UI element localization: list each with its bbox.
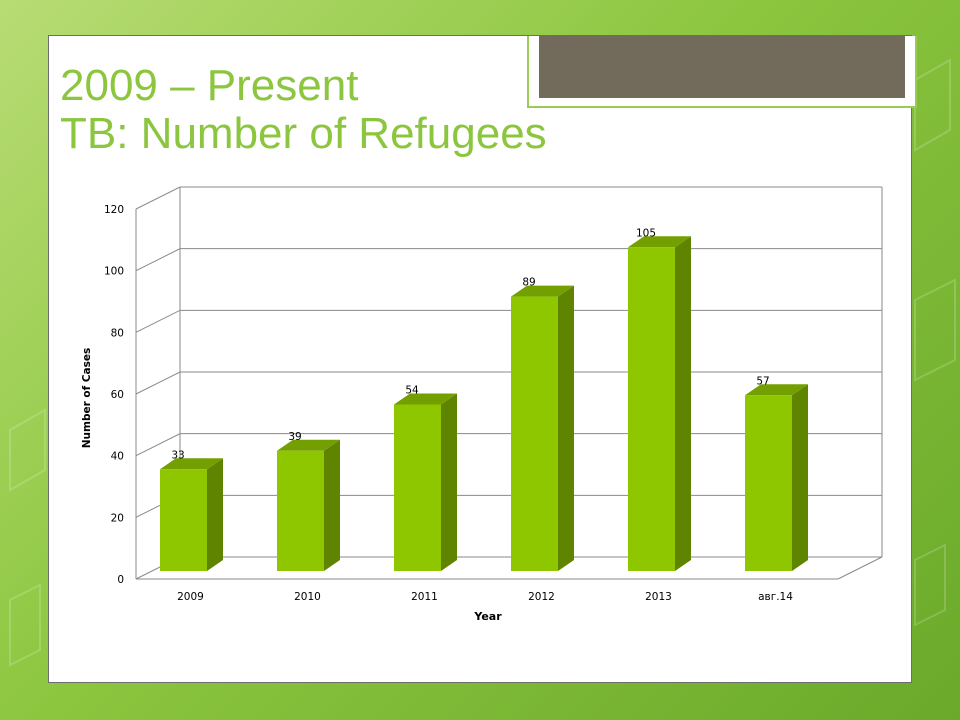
y-tick-label: 20 [111,512,124,524]
y-axis-title: Number of Cases [81,348,93,449]
data-label: 89 [522,277,535,289]
bar-top [277,439,340,451]
x-tick-label: 2013 [645,591,672,603]
bar-top [160,458,223,470]
bar-side [441,393,457,571]
bar-side [792,384,808,571]
bar-side [207,458,223,571]
bar-front [277,450,324,571]
bar-side [558,285,574,571]
slide-title: 2009 – Present TB: Number of Refugees [60,62,547,158]
bar-front [394,404,441,571]
bar-top [745,384,808,396]
bar-авг.14 [745,384,808,571]
x-axis-ticks: 2009 2010 2011 2012 2013 авг.14 [177,591,793,603]
bar-2011 [394,393,457,571]
slide-panel [48,35,917,683]
y-tick-label: 100 [104,266,124,278]
bar-front [628,247,675,571]
bar-side [324,439,340,571]
bar-top [511,285,574,297]
data-label: 39 [288,431,301,443]
bar-top [628,236,691,248]
bars [160,236,808,571]
data-label: 33 [171,449,184,461]
header-tab-fill [539,36,905,98]
data-labels: 33 39 54 89 105 57 [171,227,769,461]
y-tick-label: 60 [111,389,124,401]
gridline [135,309,882,333]
data-label: 105 [636,227,656,239]
floor-edge [837,556,883,580]
x-axis-title: Year [473,610,502,623]
x-tick-label: авг.14 [758,591,793,603]
y-axis-ticks: 0 20 40 60 80 100 120 [104,204,124,586]
y-tick-label: 40 [111,451,124,463]
x-tick-label: 2010 [294,591,321,603]
title-line-2: TB: Number of Refugees [60,109,547,158]
y-tick-label: 80 [111,327,124,339]
y-tick-label: 120 [104,204,124,216]
bar-2012 [511,285,574,571]
gridline [135,248,882,272]
y-tick-label: 0 [117,574,124,586]
x-tick-label: 2011 [411,591,438,603]
header-tab-decoration [527,36,917,108]
bar-2009 [160,458,223,571]
title-line-1: 2009 – Present [60,61,359,110]
data-label: 57 [756,375,769,387]
bar-side [675,236,691,571]
bar-front [511,296,558,571]
x-tick-label: 2012 [528,591,555,603]
bar-2010 [277,439,340,571]
x-tick-label: 2009 [177,591,204,603]
bar-2013 [628,236,691,571]
gridline [135,186,882,210]
bar-front [745,395,792,571]
bar-front [160,469,207,571]
bar-top [394,393,457,405]
data-label: 54 [405,385,419,397]
